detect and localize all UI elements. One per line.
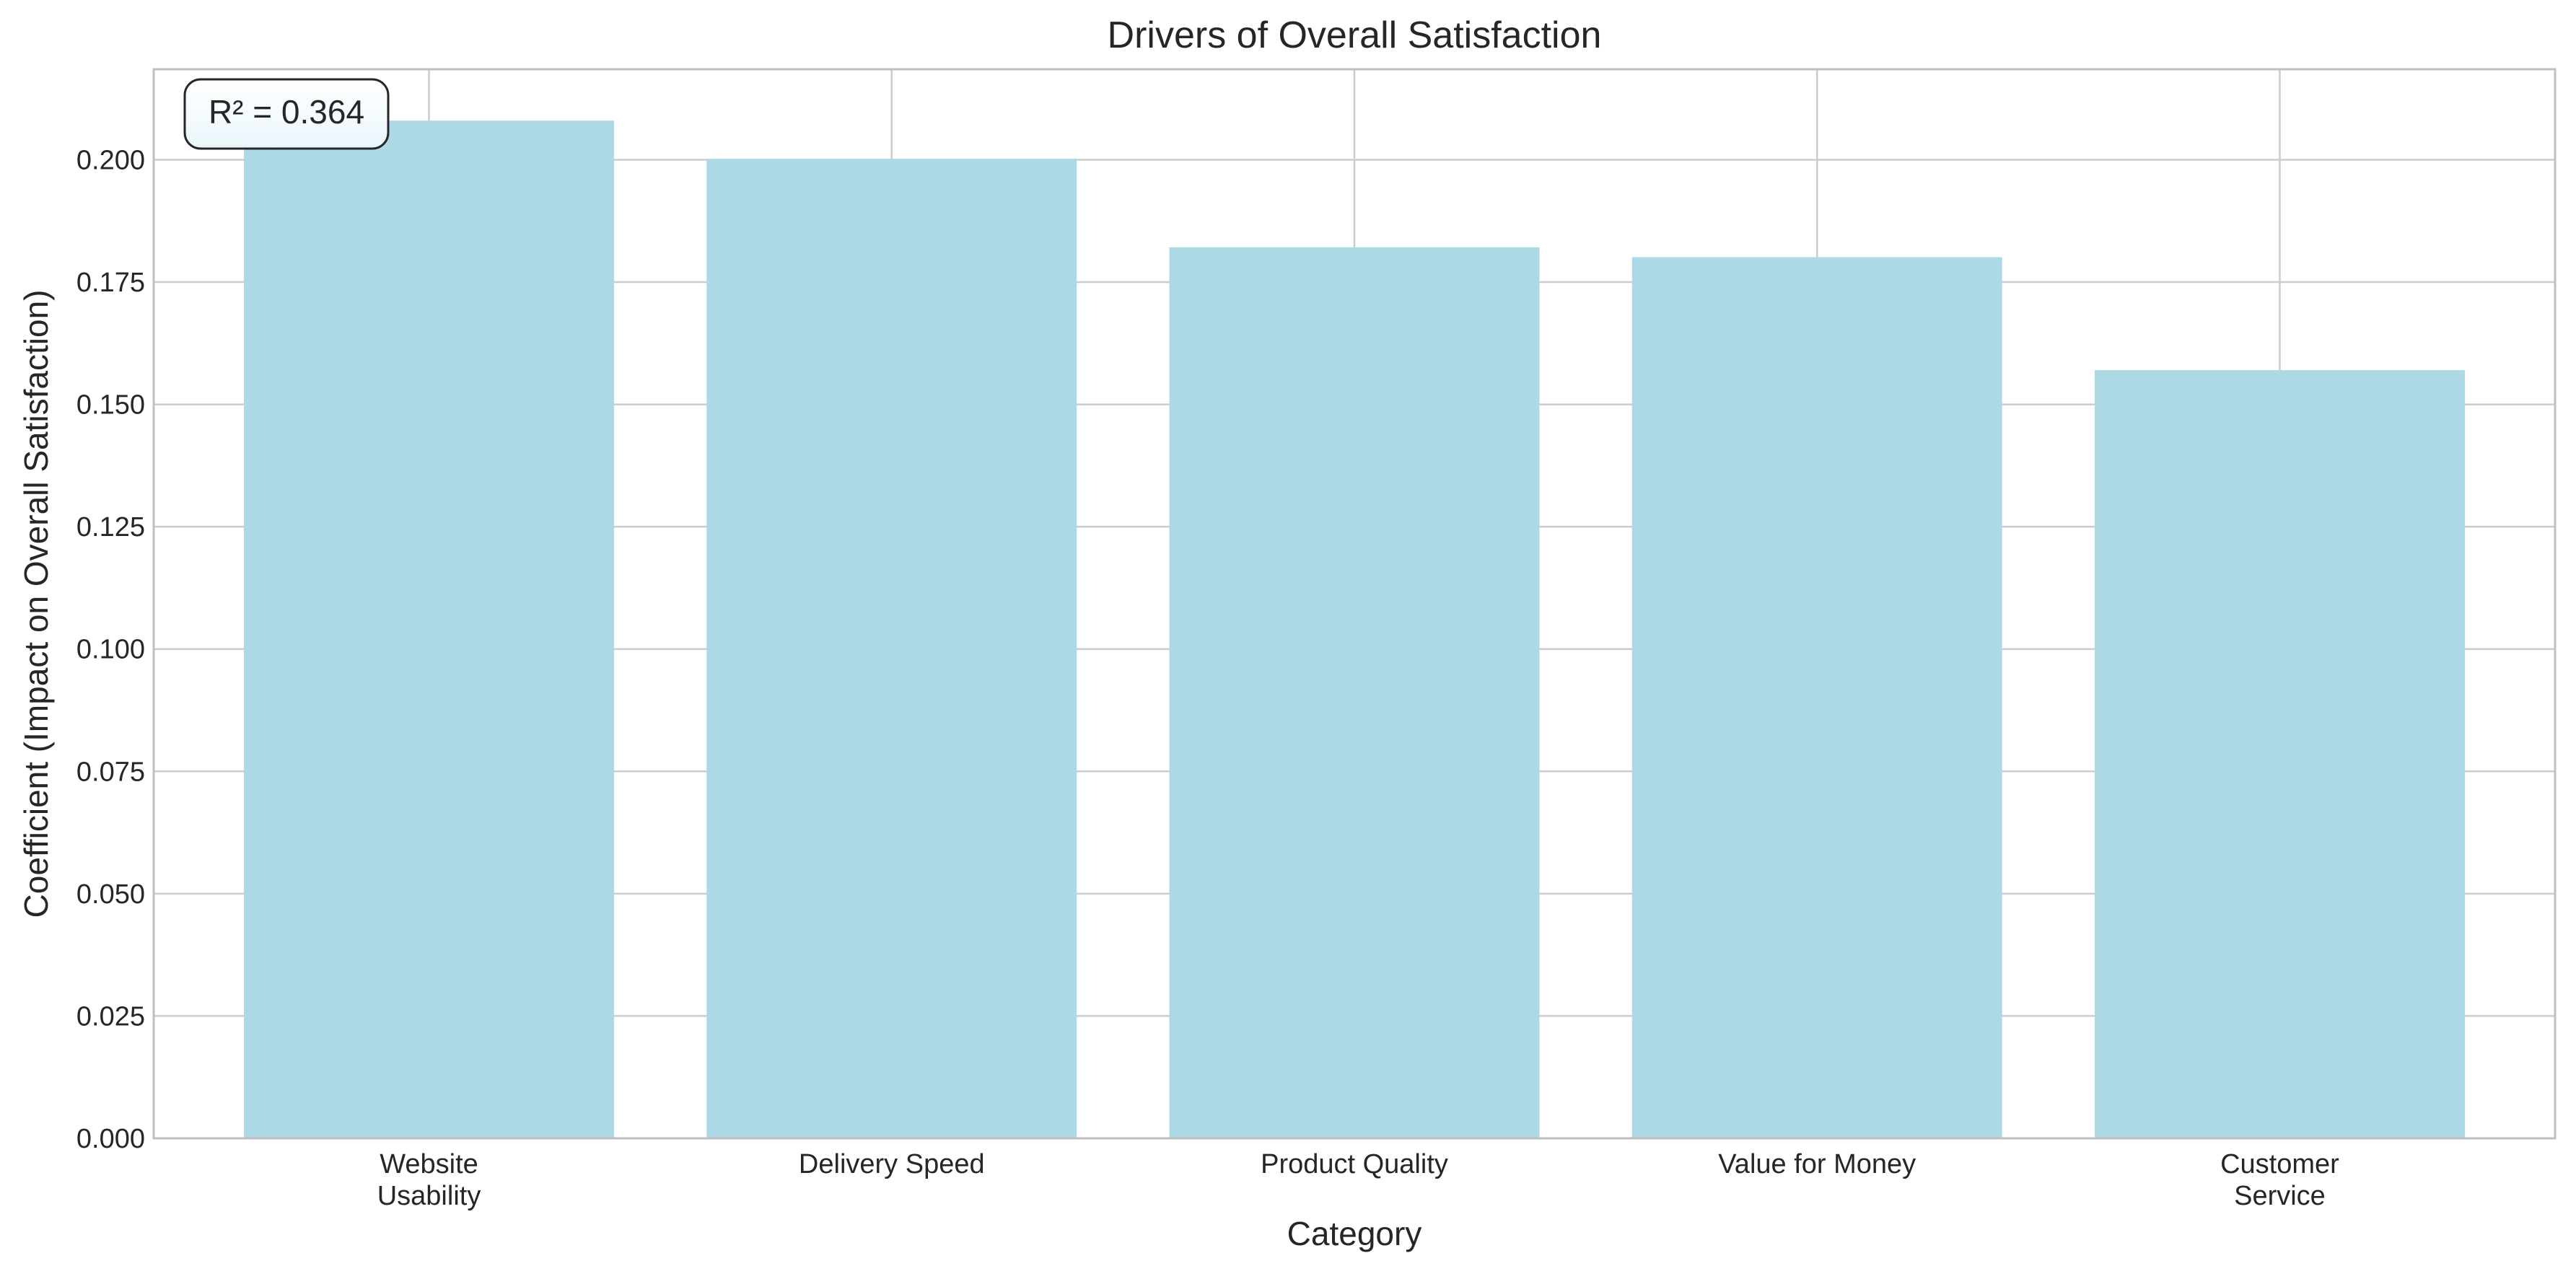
y-tick-label: 0.100 (76, 635, 145, 665)
y-tick-label: 0.150 (76, 390, 145, 421)
annotation-text: R² = 0.364 (209, 93, 364, 131)
y-tick-label: 0.125 (76, 512, 145, 542)
r-squared-annotation: R² = 0.364 (183, 78, 390, 150)
annotation-box (183, 78, 390, 150)
bars (244, 120, 2465, 1139)
bar (1631, 257, 2002, 1139)
y-tick-label: 0.200 (76, 145, 145, 175)
x-tick-label: Service (2234, 1181, 2326, 1211)
y-tick-label: 0.000 (76, 1124, 145, 1154)
x-tick-label: Usability (377, 1181, 481, 1211)
bar (706, 159, 1077, 1139)
y-tick-labels: 0.000 0.025 0.050 0.075 0.100 0.125 0.150 0.175… (76, 145, 145, 1154)
y-tick-label: 0.175 (76, 268, 145, 298)
x-tick-label: Value for Money (1718, 1149, 1916, 1179)
x-axis-label: Category (1287, 1215, 1422, 1252)
y-tick-label: 0.025 (76, 1001, 145, 1032)
x-tick-label: Product Quality (1261, 1149, 1448, 1179)
x-tick-label: Delivery Speed (799, 1149, 985, 1179)
bar (244, 120, 615, 1138)
y-axis-label: Coefficient (Impact on Overall Satisfact… (17, 290, 55, 918)
axes-frame (152, 68, 2557, 1140)
bar (1169, 247, 1540, 1138)
x-tick-label: Customer (2220, 1149, 2339, 1179)
chart-title: Drivers of Overall Satisfaction (1108, 14, 1602, 56)
y-tick-label: 0.050 (76, 879, 145, 910)
x-tick-label: Website (380, 1149, 478, 1179)
y-tick-label: 0.075 (76, 757, 145, 787)
bar (2094, 370, 2465, 1139)
